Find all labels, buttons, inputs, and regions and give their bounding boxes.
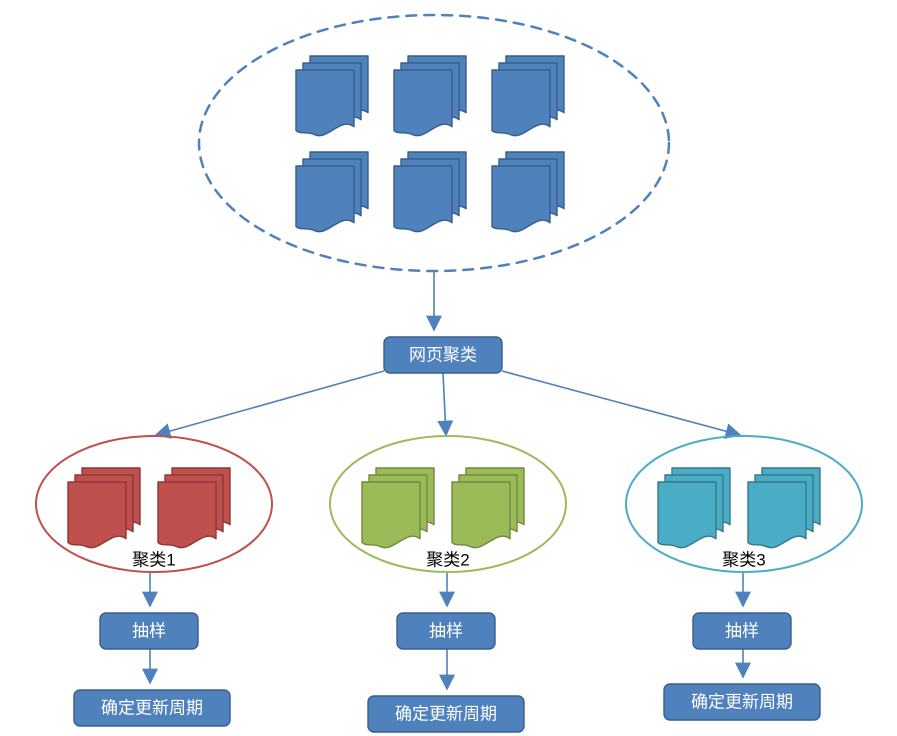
cluster2-doc-0 <box>362 468 434 548</box>
arrow-1 <box>156 371 384 435</box>
sample2-label: 抽样 <box>429 622 463 641</box>
cluster-label-c2: 聚类2 <box>426 551 469 570</box>
cluster-label-c1: 聚类1 <box>132 551 175 570</box>
sample1-label: 抽样 <box>132 622 166 641</box>
period1-label: 确定更新周期 <box>101 699 203 718</box>
arrow-3 <box>502 371 740 435</box>
top-doc-stack-5 <box>492 152 564 232</box>
period2-label: 确定更新周期 <box>395 705 497 724</box>
cluster1-doc-0 <box>68 468 140 548</box>
top-doc-stack-4 <box>394 152 466 232</box>
cluster3-doc-0 <box>658 468 730 548</box>
top-doc-stack-3 <box>296 152 368 232</box>
top-doc-stack-1 <box>394 56 466 136</box>
cluster-label-c3: 聚类3 <box>722 551 765 570</box>
top-ellipse <box>199 15 669 271</box>
period3-label: 确定更新周期 <box>691 693 793 712</box>
top-doc-stack-0 <box>296 56 368 136</box>
cluster3-doc-1 <box>748 468 820 548</box>
cluster2-doc-1 <box>452 468 524 548</box>
sample3-label: 抽样 <box>725 622 759 641</box>
arrow-2 <box>443 373 446 435</box>
flow-diagram: 网页聚类抽样抽样抽样确定更新周期确定更新周期确定更新周期聚类1聚类2聚类3 <box>0 0 897 736</box>
web_cluster-label: 网页聚类 <box>409 346 477 365</box>
cluster1-doc-1 <box>158 468 230 548</box>
top-doc-stack-2 <box>492 56 564 136</box>
